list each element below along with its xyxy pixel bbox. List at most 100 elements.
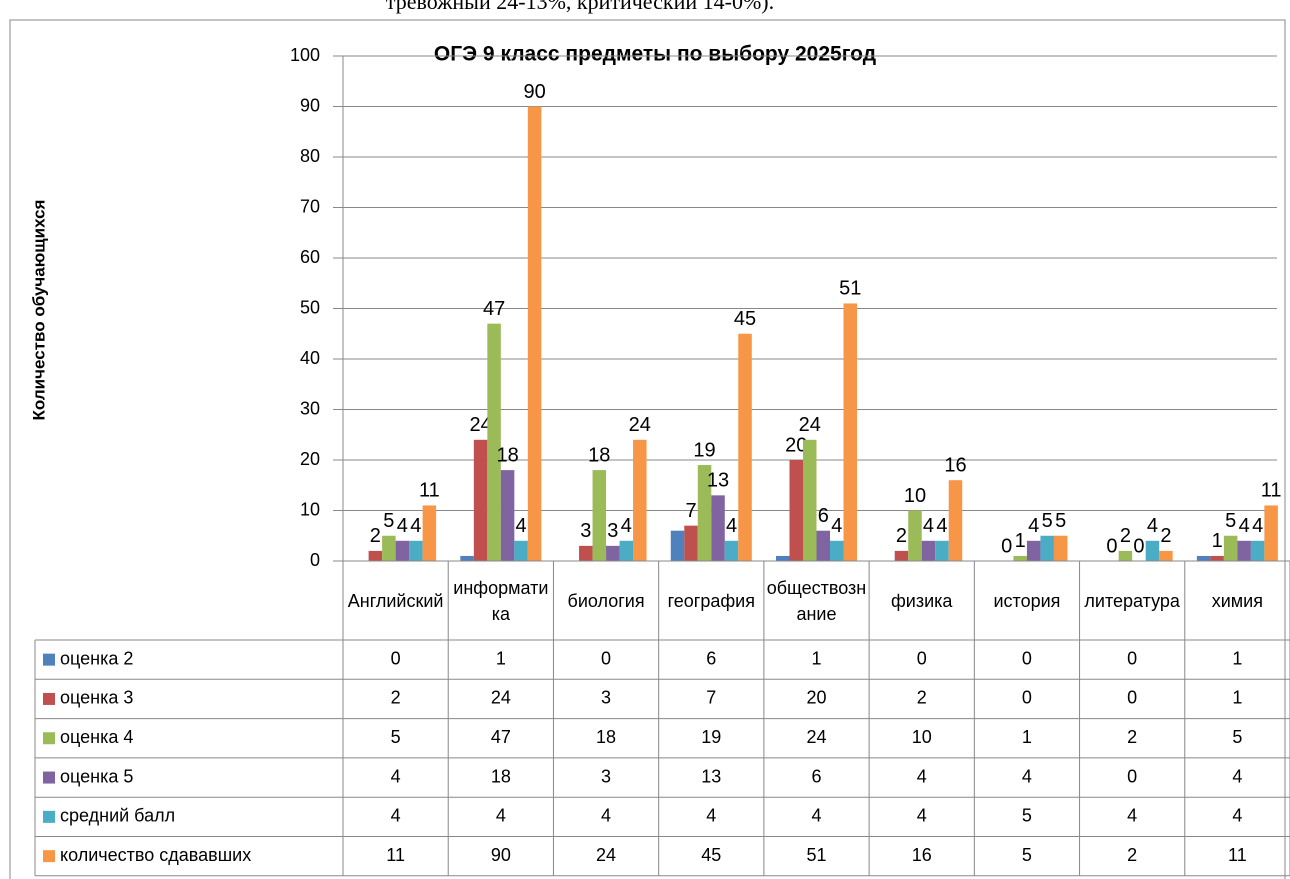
table-cell: 18: [596, 727, 616, 747]
header-text: тревожный 24-13%, критический 14-0%).: [386, 0, 774, 14]
bar: [1053, 535, 1068, 561]
table-cell: 90: [491, 845, 511, 865]
bar: [460, 555, 474, 561]
bar: [921, 540, 936, 561]
table-cell: 6: [811, 766, 821, 786]
bar: [697, 465, 712, 561]
data-label: 7: [685, 500, 696, 522]
x-tick-label: литература: [1084, 590, 1180, 611]
data-label: 4: [936, 515, 947, 537]
data-label: 4: [831, 515, 842, 537]
legend-swatch: [43, 850, 55, 863]
legend-swatch: [43, 653, 55, 666]
x-tick-label-box: физика: [891, 591, 952, 611]
legend-swatch: [43, 771, 55, 784]
table-cell: 0: [1022, 648, 1032, 668]
data-label: 16: [944, 454, 966, 476]
table-cell: 4: [811, 806, 821, 826]
bar: [619, 540, 634, 561]
bar: [894, 550, 909, 561]
bar: [409, 540, 423, 561]
bar: [1040, 535, 1054, 561]
y-tick-label: 70: [300, 196, 320, 216]
data-label: 4: [1252, 515, 1263, 537]
bar: [382, 535, 396, 561]
x-tick-label: история: [993, 590, 1061, 611]
bar: [633, 439, 647, 561]
bar: [1237, 540, 1251, 561]
bar: [1118, 550, 1133, 561]
table-cell: 47: [491, 727, 511, 747]
table-cell: 24: [806, 727, 826, 747]
x-tick-label-box: информатика: [453, 578, 548, 624]
x-tick-label: Английский: [347, 590, 444, 611]
data-label: 4: [1147, 515, 1158, 537]
table-cell: 5: [1022, 845, 1032, 865]
data-label: 45: [734, 308, 756, 330]
table-cell: 24: [491, 688, 511, 708]
bar: [948, 480, 963, 561]
data-label: 2: [1160, 525, 1171, 547]
table-cell: 1: [1232, 688, 1242, 708]
data-label: 11: [1261, 480, 1282, 502]
data-label: 4: [621, 515, 632, 537]
bar: [789, 460, 803, 561]
legend-label: средний балл: [60, 806, 175, 826]
bar: [368, 550, 383, 561]
bar: [1013, 555, 1027, 561]
table-cell: 20: [806, 688, 826, 708]
data-label: 4: [923, 515, 934, 537]
bar: [422, 505, 437, 561]
bar: [1210, 555, 1224, 561]
data-label: 4: [1239, 515, 1250, 537]
bar: [803, 439, 817, 561]
table-cell: 4: [917, 766, 927, 786]
y-tick-label: 60: [300, 247, 320, 267]
table-cell: 0: [601, 648, 611, 668]
chart-title: ОГЭ 9 класс предметы по выбору 2025год: [434, 43, 876, 66]
table-cell: 11: [1228, 845, 1247, 865]
table-cell: 4: [706, 806, 716, 826]
table-cell: 4: [917, 806, 927, 826]
data-label: 4: [410, 515, 421, 537]
data-label: 5: [383, 510, 394, 532]
bar: [738, 333, 752, 561]
bar: [1026, 540, 1041, 561]
bar: [1223, 535, 1238, 561]
data-label: 6: [818, 505, 829, 527]
bar: [395, 540, 410, 561]
table-cell: 19: [701, 727, 721, 747]
table-cell: 0: [1127, 648, 1137, 668]
data-label: 18: [496, 444, 518, 466]
table-cell: 6: [706, 648, 716, 668]
y-tick-label: 10: [300, 499, 320, 519]
data-label: 5: [1225, 510, 1236, 532]
data-label: 4: [726, 515, 737, 537]
chart-border: [9, 19, 1286, 879]
bar: [579, 545, 593, 561]
x-tick-label: химия: [1211, 590, 1263, 611]
x-tick-label-box: история: [993, 590, 1061, 611]
bar: [1145, 540, 1160, 561]
bar: [1264, 505, 1278, 561]
data-label: 5: [1055, 510, 1066, 532]
y-tick-label: 30: [300, 398, 320, 418]
data-label: 47: [483, 298, 505, 320]
table-cell: 11: [386, 845, 405, 865]
data-label: 5: [1042, 510, 1053, 532]
bar: [711, 495, 725, 561]
bar: [684, 525, 698, 561]
x-tick-label: обществознание: [766, 577, 867, 624]
bar: [1196, 555, 1211, 561]
x-tick-label-box: география: [668, 591, 755, 611]
x-tick-label-box: обществознание: [766, 577, 867, 624]
table-cell: 13: [701, 766, 721, 786]
table-cell: 1: [1022, 727, 1032, 747]
data-label: 4: [397, 515, 408, 537]
table-cell: 2: [391, 688, 401, 708]
data-label: 0: [1133, 535, 1144, 557]
data-label: 10: [904, 485, 926, 507]
legend-swatch: [43, 732, 55, 745]
data-label: 4: [516, 515, 527, 537]
